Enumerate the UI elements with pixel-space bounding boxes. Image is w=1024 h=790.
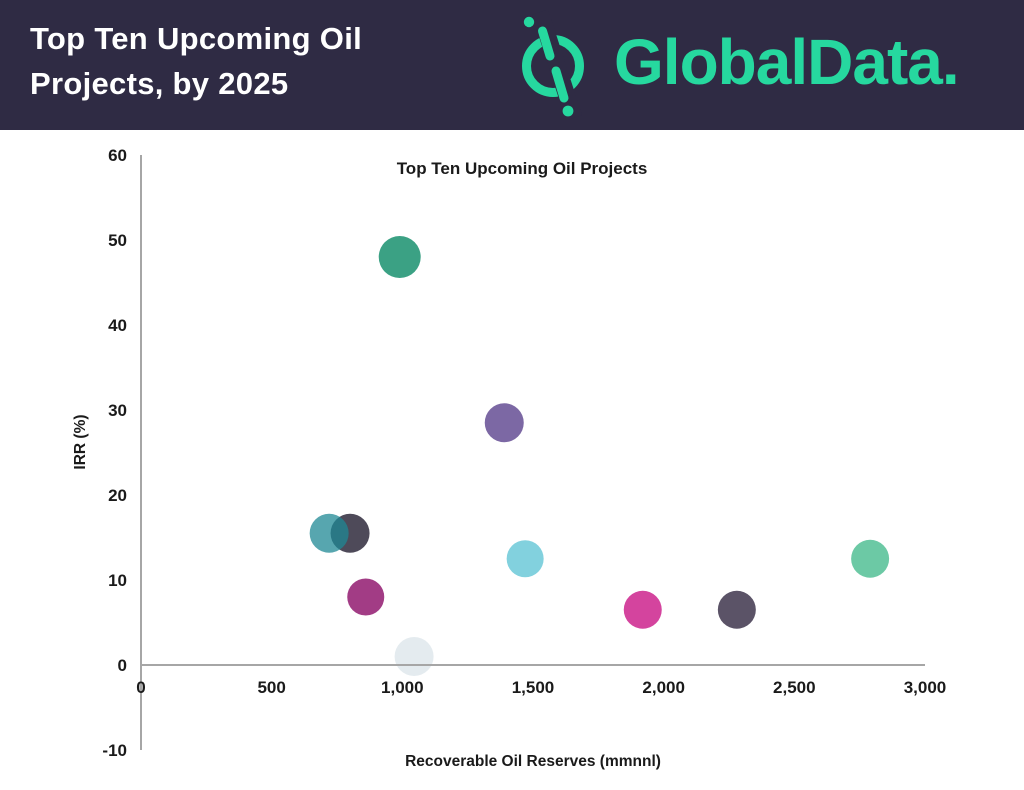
bubble-chart: 0 500 1,000 1,500 2,000 2,500 3,000 60 50 40 30 20 1… [0, 130, 1024, 790]
globaldata-logo-text: GlobalData. [614, 26, 960, 98]
x-tick-label: 500 [257, 678, 285, 697]
bubble [378, 236, 421, 278]
page-title-line2: Projects, by 2025 [30, 66, 289, 101]
x-tick-label: 2,000 [642, 678, 685, 697]
x-tick-label: 1,000 [381, 678, 424, 697]
bubble [851, 539, 890, 578]
globaldata-logo: GlobalData. [516, 0, 960, 130]
globaldata-globe-icon [522, 10, 584, 120]
bubble [394, 637, 434, 676]
bubble [347, 578, 385, 616]
y-tick-label: 10 [108, 571, 127, 590]
bubble [717, 590, 756, 629]
header-banner: Top Ten Upcoming Oil Projects, by 2025 G… [0, 0, 1024, 130]
chart-svg: 0 500 1,000 1,500 2,000 2,500 3,000 60 50 40 30 20 1… [72, 146, 947, 770]
y-tick-label: -10 [102, 741, 127, 760]
y-tick-label: 30 [108, 401, 127, 420]
x-tick-label: 0 [136, 678, 145, 697]
y-tick-label: 0 [118, 656, 127, 675]
bubble [484, 403, 524, 443]
y-tick-label: 40 [108, 316, 127, 335]
y-tick-label: 20 [108, 486, 127, 505]
x-tick-label: 2,500 [773, 678, 816, 697]
y-axis-title: IRR (%) [72, 414, 89, 469]
page-title-line1: Top Ten Upcoming Oil [30, 21, 363, 56]
x-tick-label: 1,500 [512, 678, 555, 697]
y-tick-label: 50 [108, 231, 127, 250]
page-title: Top Ten Upcoming Oil Projects, by 2025 [30, 16, 362, 106]
x-axis-title: Recoverable Oil Reserves (mmnnl) [405, 753, 661, 770]
bubble [309, 513, 349, 553]
chart-title: Top Ten Upcoming Oil Projects [397, 159, 648, 178]
bubble [506, 540, 544, 578]
y-tick-label: 60 [108, 146, 127, 165]
x-tick-label: 3,000 [904, 678, 947, 697]
bubble [623, 590, 662, 629]
